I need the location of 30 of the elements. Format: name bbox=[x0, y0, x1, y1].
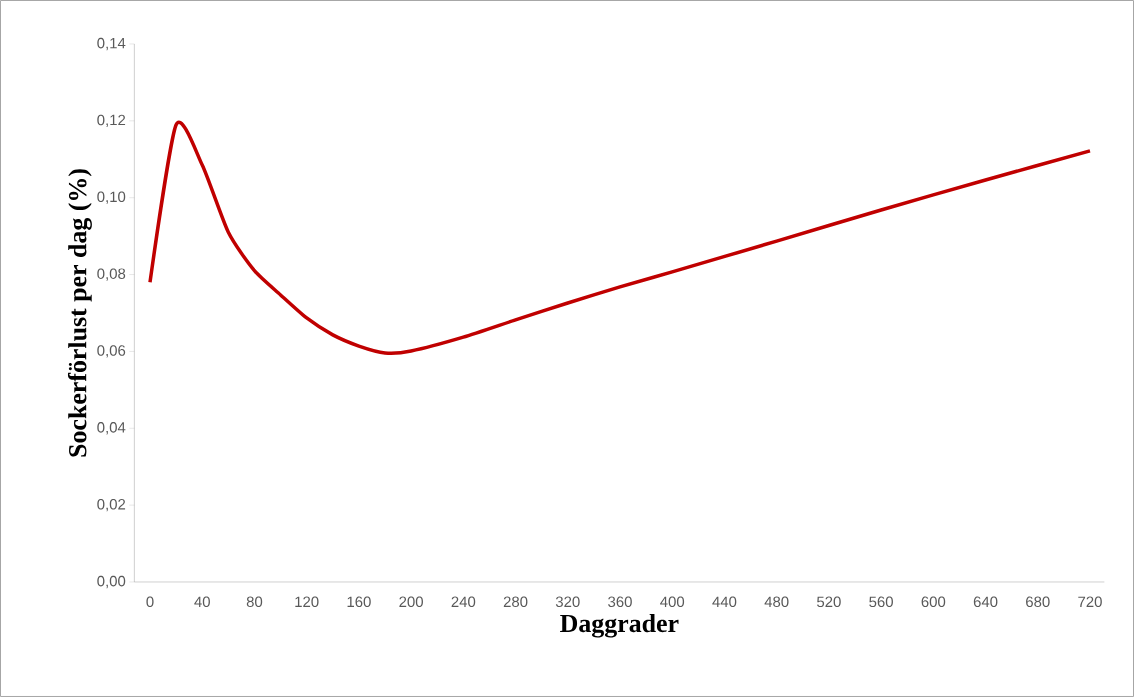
x-tick-label: 520 bbox=[817, 596, 841, 608]
x-tick-label: 560 bbox=[869, 596, 893, 608]
x-tick-label: 240 bbox=[451, 596, 476, 608]
y-tick-label: 0,00 bbox=[97, 575, 126, 589]
y-axis-title: Sockerförlust per dag (%) bbox=[67, 169, 92, 457]
y-tick-label: 0,14 bbox=[97, 37, 126, 51]
x-tick-label: 640 bbox=[973, 596, 998, 608]
x-tick-label: 280 bbox=[503, 596, 528, 608]
x-axis-title: Daggrader bbox=[560, 613, 679, 638]
x-tick-label: 400 bbox=[660, 596, 685, 608]
x-tick-label: 440 bbox=[712, 596, 737, 608]
y-tick-label: 0,06 bbox=[97, 345, 126, 358]
x-tick-label: 320 bbox=[555, 596, 580, 608]
x-tick-label: 120 bbox=[295, 596, 319, 608]
x-tick-label: 0 bbox=[146, 596, 154, 608]
x-tick-label: 360 bbox=[608, 596, 632, 608]
x-tick-label: 80 bbox=[246, 596, 263, 608]
y-tick-label: 0,12 bbox=[97, 114, 126, 128]
x-tick-label: 720 bbox=[1078, 596, 1102, 608]
y-tick-label: 0,10 bbox=[97, 191, 126, 204]
x-tick-label: 40 bbox=[194, 596, 210, 608]
y-tick-label: 0,08 bbox=[97, 268, 126, 281]
y-tick-label: 0,02 bbox=[97, 498, 126, 512]
y-tick-label: 0,04 bbox=[97, 422, 126, 435]
x-tick-label: 600 bbox=[921, 596, 946, 608]
x-tick-label: 160 bbox=[347, 596, 371, 608]
x-tick-label: 200 bbox=[399, 596, 423, 608]
line-series bbox=[148, 122, 1092, 355]
x-tick-label: 680 bbox=[1026, 596, 1050, 608]
x-tick-label: 480 bbox=[764, 596, 789, 608]
